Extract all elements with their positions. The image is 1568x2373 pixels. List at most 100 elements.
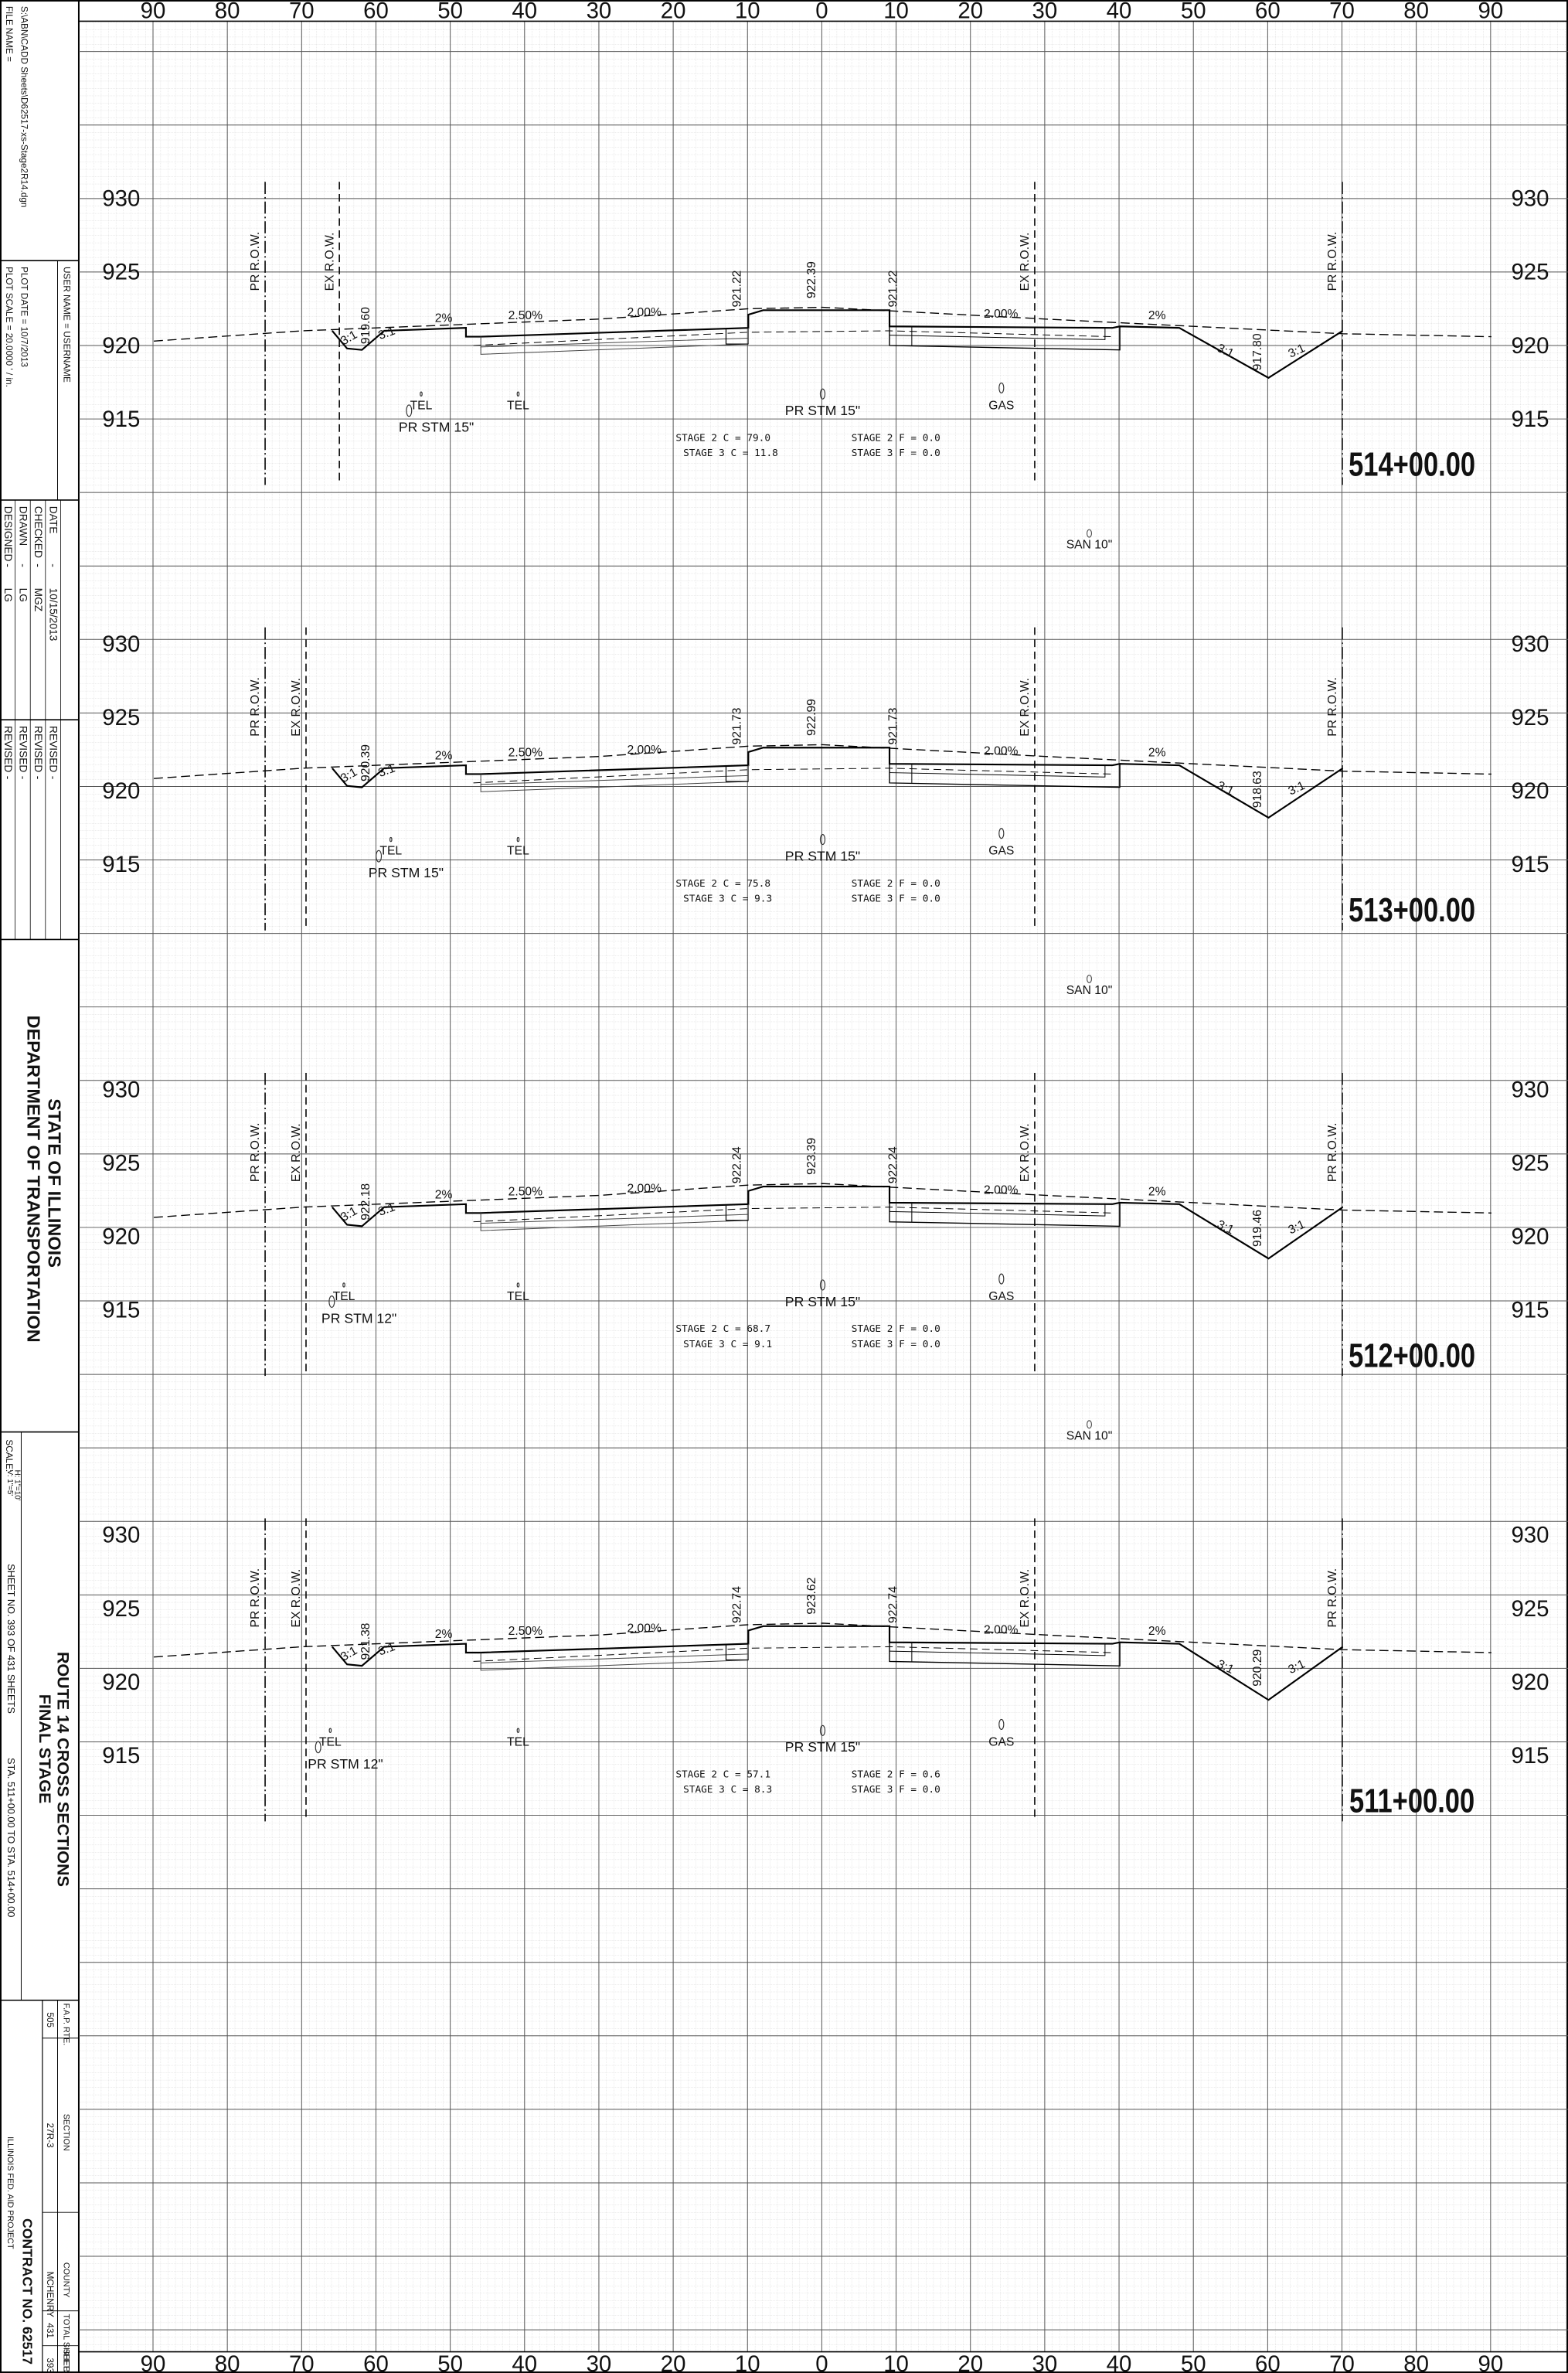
slope-label: 2.50% bbox=[508, 747, 543, 760]
elevation-label: 925 bbox=[1511, 705, 1549, 730]
row-label: EX R.O.W. bbox=[1019, 1123, 1032, 1182]
utility-symbol bbox=[998, 828, 1005, 839]
offset-scale-label: 30 bbox=[587, 2351, 612, 2373]
slope-label: 2.00% bbox=[627, 306, 662, 319]
elevation-label: 930 bbox=[102, 1077, 140, 1102]
utility-label: TEL bbox=[333, 1290, 355, 1303]
earthwork-quantity: STAGE 2 C = 79.0 bbox=[675, 432, 770, 444]
row-label: EX R.O.W. bbox=[1019, 233, 1032, 291]
slope-label: 2% bbox=[1148, 1185, 1166, 1198]
utility-symbol bbox=[420, 391, 423, 397]
elevation-label: 925 bbox=[102, 1150, 140, 1176]
curb bbox=[725, 329, 749, 345]
offset-scale-label: 20 bbox=[661, 2351, 686, 2373]
offset-scale-label: 70 bbox=[289, 0, 315, 24]
slope-label: 2% bbox=[435, 1628, 453, 1641]
pavement-box bbox=[889, 764, 1121, 788]
utility-label: PR STM 15" bbox=[785, 1294, 860, 1309]
existing-ground bbox=[154, 306, 1491, 342]
sheet-title: FINAL STAGE bbox=[36, 1694, 55, 1804]
curb bbox=[725, 1645, 749, 1661]
signoff: - bbox=[2, 563, 14, 567]
row-label: EX R.O.W. bbox=[323, 233, 336, 291]
elevation-label: 915 bbox=[1511, 852, 1549, 877]
offset-scale-label: 30 bbox=[587, 0, 612, 24]
utility-symbol bbox=[998, 382, 1005, 393]
elevation-label: 930 bbox=[102, 1523, 140, 1548]
row-label: PR R.O.W. bbox=[249, 1568, 262, 1628]
row-label: PR R.O.W. bbox=[1326, 232, 1339, 291]
spot-elevation: 920.39 bbox=[359, 744, 372, 781]
fed-aid-label: ILLINOIS FED. AID PROJECT bbox=[5, 2136, 15, 2249]
table-value: 505 bbox=[45, 2012, 55, 2027]
slope-label: 2% bbox=[1148, 747, 1166, 760]
row-label: EX R.O.W. bbox=[1019, 1569, 1032, 1628]
elevation-label: 920 bbox=[102, 333, 140, 359]
existing-ground bbox=[154, 1622, 1491, 1658]
spot-elevation: 919.46 bbox=[1251, 1210, 1264, 1247]
elevation-label: 930 bbox=[1511, 1077, 1549, 1102]
table-header: SHEET NO. bbox=[61, 2349, 70, 2373]
signoff: DESIGNED bbox=[2, 506, 14, 562]
proposed-profile bbox=[332, 309, 1344, 380]
utility-symbol bbox=[819, 1279, 826, 1291]
offset-scale-label: 50 bbox=[437, 2351, 463, 2373]
utility-symbol bbox=[315, 1741, 321, 1754]
offset-scale-label: 90 bbox=[141, 2351, 166, 2373]
spot-elevation: 922.99 bbox=[805, 699, 818, 736]
elevation-label: 915 bbox=[1511, 1743, 1549, 1769]
offset-scale-label: 10 bbox=[883, 0, 909, 24]
spot-elevation: 922.74 bbox=[731, 1586, 744, 1623]
utility-label: TEL bbox=[507, 1735, 529, 1748]
elevation-label: 920 bbox=[1511, 333, 1549, 359]
spot-elevation: 917.80 bbox=[1251, 333, 1264, 370]
file-name-label: FILE NAME = bbox=[4, 6, 14, 62]
spot-elevation: 922.74 bbox=[887, 1586, 900, 1623]
utility-label: TEL bbox=[507, 845, 529, 858]
offset-scale-label: 60 bbox=[363, 0, 389, 24]
offset-scale-label: 40 bbox=[512, 0, 537, 24]
slope-label: 3:1 bbox=[376, 325, 396, 342]
slope-label: 3:1 bbox=[376, 1640, 396, 1658]
signoff: LG bbox=[2, 588, 14, 602]
utility-symbol bbox=[516, 1728, 520, 1734]
earthwork-quantity: STAGE 3 C = 9.1 bbox=[683, 1339, 772, 1350]
row-label: PR R.O.W. bbox=[1326, 677, 1339, 737]
agency: DEPARTMENT OF TRANSPORTATION bbox=[23, 1015, 43, 1342]
earthwork-quantity: STAGE 3 F = 0.0 bbox=[852, 1784, 940, 1796]
spot-elevation: 923.62 bbox=[805, 1578, 818, 1615]
existing-ground-2 bbox=[473, 330, 1113, 346]
station-label: 514+00.00 bbox=[1349, 447, 1475, 483]
utility-label: GAS bbox=[988, 399, 1014, 412]
utility-symbol bbox=[819, 1724, 826, 1736]
scale-label: H: 1"=10' bbox=[13, 1470, 22, 1501]
elevation-label: 925 bbox=[1511, 1596, 1549, 1622]
utility-symbol bbox=[1086, 1420, 1093, 1429]
table-value: 393 bbox=[45, 2358, 55, 2373]
offset-scale-label: 10 bbox=[883, 2351, 909, 2373]
existing-ground bbox=[154, 1183, 1491, 1218]
utility-label: PR STM 12" bbox=[321, 1310, 396, 1326]
slope-label: 2.00% bbox=[984, 1623, 1019, 1636]
offset-scale-label: 20 bbox=[957, 2351, 983, 2373]
utility-label: PR STM 12" bbox=[308, 1756, 383, 1772]
elevation-label: 915 bbox=[1511, 407, 1549, 432]
plot-scale: PLOT SCALE = 20.0000 ' / in. bbox=[4, 267, 14, 387]
spot-elevation: 921.22 bbox=[887, 271, 900, 308]
sheet-number: SHEET NO. 393 OF 431 SHEETS bbox=[5, 1564, 17, 1714]
slope-label: 2.00% bbox=[984, 308, 1019, 321]
utility-label: TEL bbox=[319, 1735, 342, 1748]
spot-elevation: 923.39 bbox=[805, 1138, 818, 1175]
row-label: PR R.O.W. bbox=[249, 1122, 262, 1182]
earthwork-quantity: STAGE 3 C = 8.3 bbox=[683, 1784, 772, 1796]
offset-scale-label: 0 bbox=[815, 2351, 828, 2373]
elevation-label: 915 bbox=[102, 1298, 140, 1323]
existing-ground-2 bbox=[473, 768, 1113, 784]
offset-scale-label: 60 bbox=[363, 2351, 389, 2373]
offset-scale-label: 70 bbox=[289, 2351, 315, 2373]
table-header: SECTION bbox=[61, 2114, 70, 2151]
row-label: PR R.O.W. bbox=[1326, 1568, 1339, 1628]
offset-scale-label: 90 bbox=[141, 0, 166, 24]
plot-date: PLOT DATE = 10/7/2013 bbox=[19, 267, 29, 367]
offset-scale-label: 0 bbox=[815, 0, 828, 24]
